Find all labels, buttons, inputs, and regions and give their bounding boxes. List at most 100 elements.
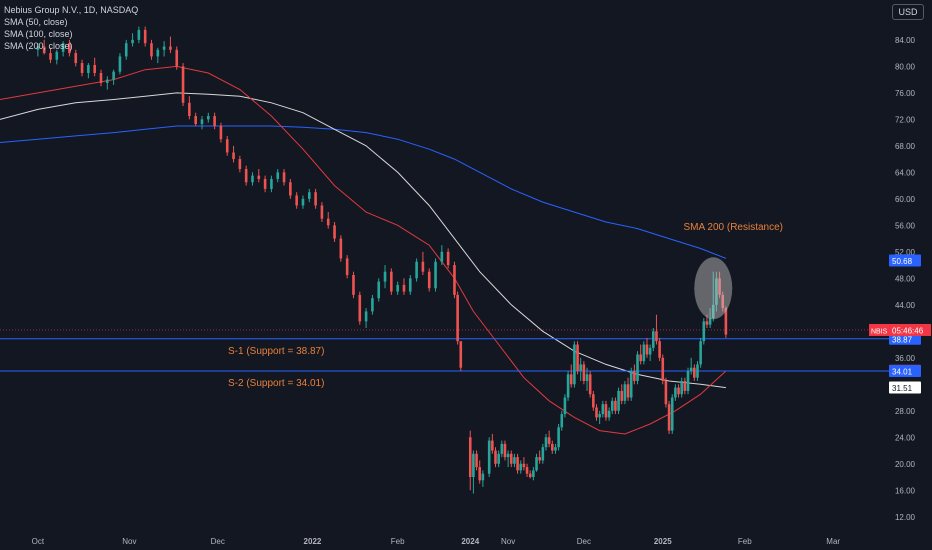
candle-body — [554, 447, 557, 451]
candle-body — [320, 205, 324, 219]
candle-body — [547, 437, 551, 444]
candle-body — [421, 261, 425, 272]
candle-body — [175, 49, 179, 67]
candle-body — [497, 453, 500, 464]
candle-body — [579, 364, 583, 372]
candle-body — [693, 367, 696, 378]
sma200-line — [0, 125, 727, 259]
candle-body — [87, 65, 90, 73]
candle-body — [194, 116, 197, 124]
indicator-sma50[interactable]: SMA (50, close) — [4, 17, 68, 27]
y-tick-label: 72.00 — [895, 115, 916, 124]
candle-body — [519, 463, 523, 471]
candle-body — [601, 404, 605, 415]
candle-body — [711, 304, 715, 319]
y-tick-label: 56.00 — [895, 221, 916, 230]
x-tick-label: Nov — [122, 537, 136, 546]
candle-body — [585, 374, 589, 381]
symbol-badge: NBIS — [871, 328, 888, 335]
y-tick-label: 64.00 — [895, 168, 916, 177]
price-axis-label-box — [889, 381, 921, 394]
candle-body — [661, 357, 665, 381]
countdown-box — [889, 323, 931, 336]
candle-body — [677, 387, 680, 395]
candle-body — [295, 195, 298, 206]
candle-body — [557, 427, 560, 448]
candle-body — [358, 294, 362, 322]
y-tick-label: 20.00 — [895, 460, 916, 469]
y-tick-label: 44.00 — [895, 301, 916, 310]
candle-body — [188, 102, 191, 117]
candle-body — [434, 261, 437, 289]
candle-body — [551, 443, 554, 451]
candle-body — [509, 453, 513, 464]
candle-body — [648, 347, 652, 355]
candle-body — [535, 457, 538, 471]
candle-body — [339, 238, 343, 259]
candle-body — [607, 410, 611, 418]
x-tick-label: Dec — [211, 537, 225, 546]
candle-body — [718, 278, 721, 295]
candle-body — [617, 390, 620, 411]
indicator-sma200[interactable]: SMA (200, close) — [4, 41, 73, 51]
candle-body — [301, 198, 305, 206]
candle-body — [333, 225, 336, 239]
candle-body — [225, 139, 229, 153]
candle-body — [390, 271, 393, 292]
candle-body — [251, 175, 254, 183]
candle-body — [364, 311, 368, 322]
candle-body — [169, 46, 172, 50]
candle-body — [49, 53, 52, 60]
candle-body — [257, 175, 261, 179]
candle-body — [446, 251, 450, 266]
candle-body — [503, 443, 507, 458]
candle-body — [118, 56, 122, 72]
indicator-sma100[interactable]: SMA (100, close) — [4, 29, 73, 39]
candle-body — [528, 473, 532, 478]
candle-body — [500, 443, 504, 454]
candle-body — [686, 371, 690, 391]
x-tick-label: 2024 — [461, 537, 479, 546]
candle-body — [629, 371, 633, 398]
candle-body — [352, 275, 355, 295]
candle-body — [213, 116, 216, 126]
candle-body — [582, 364, 586, 381]
currency-button[interactable]: USD — [892, 4, 924, 20]
candle-body — [563, 397, 567, 415]
candle-body — [506, 453, 510, 458]
candle-body — [131, 39, 134, 44]
candle-body — [636, 354, 639, 381]
candle-body — [494, 450, 497, 464]
candle-body — [377, 281, 381, 299]
candle-body — [42, 46, 46, 54]
candle-body — [674, 387, 677, 398]
candle-body — [513, 457, 516, 464]
candle-body — [326, 218, 330, 226]
y-tick-label: 24.00 — [895, 433, 916, 442]
candle-body — [696, 364, 699, 378]
candle-body — [610, 400, 614, 411]
candle-body — [481, 473, 485, 481]
candle-body — [276, 172, 280, 179]
x-tick-label: Mar — [826, 537, 840, 546]
candle-body — [699, 341, 702, 365]
candle-body — [396, 284, 399, 292]
candle-body — [456, 294, 459, 342]
candle-body — [724, 308, 728, 335]
y-tick-label: 28.00 — [895, 407, 916, 416]
candle-body — [702, 321, 706, 342]
candle-body — [626, 384, 630, 398]
candle-body — [99, 72, 103, 83]
y-tick-label: 68.00 — [895, 142, 916, 151]
candle-body — [371, 298, 374, 312]
candle-body — [402, 284, 406, 292]
y-tick-label: 60.00 — [895, 195, 916, 204]
candle-body — [598, 414, 601, 418]
price-axis-label: 38.87 — [892, 335, 913, 344]
candle-body — [270, 178, 273, 189]
candle-body — [715, 278, 718, 305]
candle-body — [532, 470, 535, 478]
candle-body — [206, 116, 210, 120]
candle-body — [623, 384, 627, 401]
